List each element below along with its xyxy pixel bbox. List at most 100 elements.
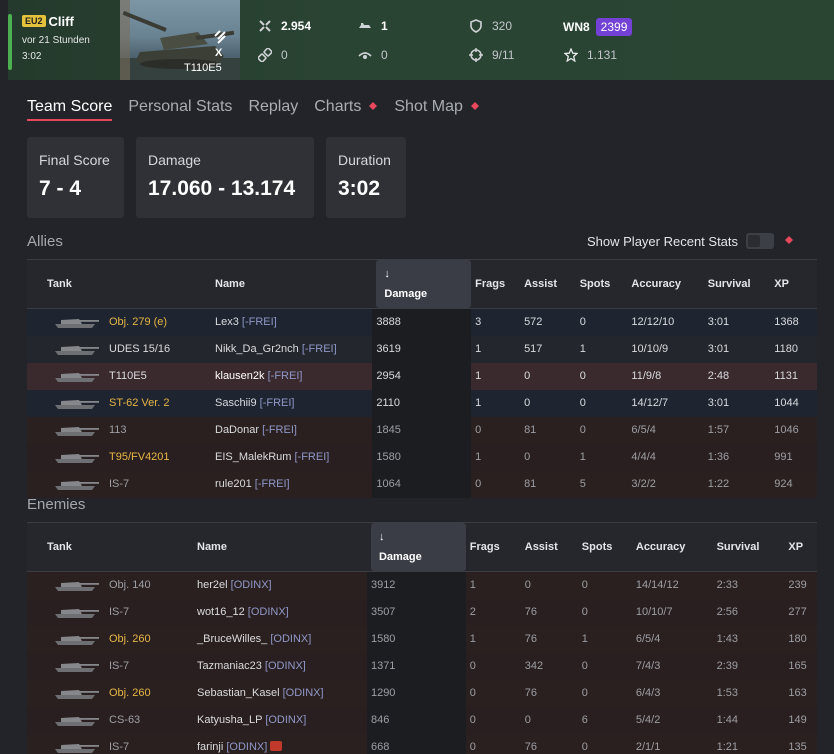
xp-cell: 149 <box>784 706 817 734</box>
survival-cell: 2:56 <box>712 598 785 626</box>
col-assist[interactable]: Assist <box>520 259 576 309</box>
col-survival[interactable]: Survival <box>703 259 771 309</box>
player-name: Lex3 <box>215 316 239 329</box>
table-row[interactable]: T95/FV4201 EIS_MalekRum [-FREI] 1580 1 0 1 4/4… <box>27 443 817 471</box>
player-name: Katyusha_LP <box>197 714 263 726</box>
tank-cell: IS-7 <box>27 470 211 498</box>
tank-cell: Obj. 260 <box>27 679 193 707</box>
hits-value: 9/11 <box>492 48 515 62</box>
col-accuracy[interactable]: Accuracy <box>631 522 713 572</box>
clan-tag: [ODINX] <box>265 714 307 726</box>
col-name[interactable]: Name <box>211 259 373 309</box>
player-cell[interactable]: wot16_12 [ODINX] <box>193 598 367 626</box>
hits-icon <box>469 48 483 62</box>
player-cell[interactable]: Tazmaniac23 [ODINX] <box>193 652 367 680</box>
table-row[interactable]: IS-7 rule201 [-FREI] 1064 0 81 5 3/2/2 1:22 924 <box>27 470 817 498</box>
player-cell[interactable]: Saschii9 [-FREI] <box>211 389 373 417</box>
col-frags[interactable]: Frags <box>471 259 521 309</box>
player-cell[interactable]: rule201 [-FREI] <box>211 470 373 498</box>
clan-tag: [ODINX] <box>282 687 324 699</box>
col-damage[interactable]: ↓Damage <box>366 522 466 572</box>
table-row[interactable]: ST-62 Ver. 2 Saschii9 [-FREI] 2110 1 0 0 14/12… <box>27 389 817 417</box>
player-cell[interactable]: her2el [ODINX] <box>193 571 367 599</box>
clan-tag: [-FREI] <box>259 397 295 409</box>
col-tank[interactable]: Tank <box>27 259 211 309</box>
frags-cell: 0 <box>465 733 521 754</box>
col-accuracy[interactable]: Accuracy <box>627 259 704 309</box>
table-row[interactable]: IS-7 wot16_12 [ODINX] 3507 2 76 0 10/10/7 2:56 2… <box>27 598 817 626</box>
player-cell[interactable]: Lex3 [-FREI] <box>211 308 373 336</box>
survival-cell: 1:21 <box>712 733 785 754</box>
assist-cell: 0 <box>520 706 578 734</box>
tab-personal-stats[interactable]: Personal Stats <box>128 98 232 121</box>
tank-cell: IS-7 <box>27 598 193 626</box>
spots-cell: 1 <box>575 443 628 471</box>
recent-stats-label: Show Player Recent Stats <box>587 233 739 249</box>
survival-cell: 1:22 <box>703 470 771 498</box>
tab-shot-map[interactable]: Shot Map <box>394 98 479 121</box>
col-tank[interactable]: Tank <box>27 522 193 572</box>
col-survival[interactable]: Survival <box>712 522 785 572</box>
xp-icon <box>564 48 578 62</box>
col-assist[interactable]: Assist <box>520 522 578 572</box>
damage-cell: 1290 <box>366 679 466 707</box>
player-cell[interactable]: Katyusha_LP [ODINX] <box>193 706 367 734</box>
table-row[interactable]: Obj. 140 her2el [ODINX] 3912 1 0 0 14/14/12 2:3… <box>27 571 817 599</box>
col-xp[interactable]: XP <box>770 259 817 309</box>
damage-stat: 2.954 <box>258 19 311 33</box>
player-cell[interactable]: Nikk_Da_Gr2nch [-FREI] <box>211 335 373 363</box>
assist-cell: 342 <box>520 652 578 680</box>
col-frags[interactable]: Frags <box>465 522 521 572</box>
tank-icon <box>55 400 99 409</box>
player-name: Nikk_Da_Gr2nch <box>215 343 299 355</box>
player-cell[interactable]: DaDonar [-FREI] <box>211 416 373 444</box>
table-row[interactable]: UDES 15/16 Nikk_Da_Gr2nch [-FREI] 3619 1 517… <box>27 335 817 363</box>
damage-cell: 1371 <box>366 652 466 680</box>
accuracy-cell: 6/4/3 <box>631 679 713 707</box>
tab-charts[interactable]: Charts <box>314 98 378 121</box>
tab-team-score[interactable]: Team Score <box>27 98 113 121</box>
damage-cell: 3507 <box>366 598 466 626</box>
final-score-value: 7 - 4 <box>39 177 82 200</box>
col-spots[interactable]: Spots <box>575 259 628 309</box>
tab-replay[interactable]: Replay <box>248 98 298 121</box>
table-row[interactable]: IS-7 Tazmaniac23 [ODINX] 1371 0 342 0 7/4/3 2:3… <box>27 652 817 680</box>
accuracy-cell: 2/1/1 <box>631 733 713 754</box>
assist-cell: 81 <box>520 470 576 498</box>
xp-cell: 1180 <box>770 335 817 363</box>
table-row[interactable]: T110E5 klausen2k [-FREI] 2954 1 0 0 11/9/8 2:48… <box>27 362 817 390</box>
col-damage[interactable]: ↓Damage <box>372 259 472 309</box>
col-name[interactable]: Name <box>193 522 367 572</box>
col-xp[interactable]: XP <box>784 522 817 572</box>
table-row[interactable]: Obj. 279 (e) Lex3 [-FREI] 3888 3 572 0 12/12/1… <box>27 308 817 336</box>
final-score-card: Final Score 7 - 4 <box>27 137 124 218</box>
spots-cell: 0 <box>577 679 632 707</box>
player-name: farinji <box>197 741 224 753</box>
player-cell[interactable]: Sebastian_Kasel [ODINX] <box>193 679 367 707</box>
final-score-label: Final Score <box>39 152 110 168</box>
frags-cell: 1 <box>471 362 521 390</box>
accuracy-cell: 4/4/4 <box>627 443 704 471</box>
recent-stats-toggle[interactable] <box>746 233 775 249</box>
damage-label: Damage <box>148 152 201 168</box>
hits-stat: 9/11 <box>469 48 514 62</box>
table-row[interactable]: IS-7 farinji [ODINX] 668 0 76 0 2/1/1 1:21 135 <box>27 733 817 754</box>
spots-cell: 0 <box>577 571 632 599</box>
tank-icon <box>55 636 99 645</box>
server-badge: EU2 <box>22 15 46 27</box>
spots-cell: 5 <box>575 470 628 498</box>
table-row[interactable]: CS-63 Katyusha_LP [ODINX] 846 0 0 6 5/4/2 1:44 1… <box>27 706 817 734</box>
player-cell[interactable]: _BruceWilles_ [ODINX] <box>193 625 367 653</box>
tank-cell: Obj. 260 <box>27 625 193 653</box>
table-row[interactable]: Obj. 260 _BruceWilles_ [ODINX] 1580 1 76 1 6/5… <box>27 625 817 653</box>
player-cell[interactable]: EIS_MalekRum [-FREI] <box>211 443 373 471</box>
table-row[interactable]: 113 DaDonar [-FREI] 1845 0 81 0 6/5/4 1:57 1046 <box>27 416 817 444</box>
clan-tag: [-FREI] <box>262 424 297 436</box>
player-cell[interactable]: klausen2k [-FREI] <box>211 362 373 390</box>
player-name: EIS_MalekRum <box>215 451 292 463</box>
col-spots[interactable]: Spots <box>577 522 632 572</box>
damage-cell: 3619 <box>372 335 472 363</box>
table-row[interactable]: Obj. 260 Sebastian_Kasel [ODINX] 1290 0 76 0 6… <box>27 679 817 707</box>
player-cell[interactable]: farinji [ODINX] <box>193 733 367 754</box>
tank-name: IS-7 <box>109 740 130 753</box>
